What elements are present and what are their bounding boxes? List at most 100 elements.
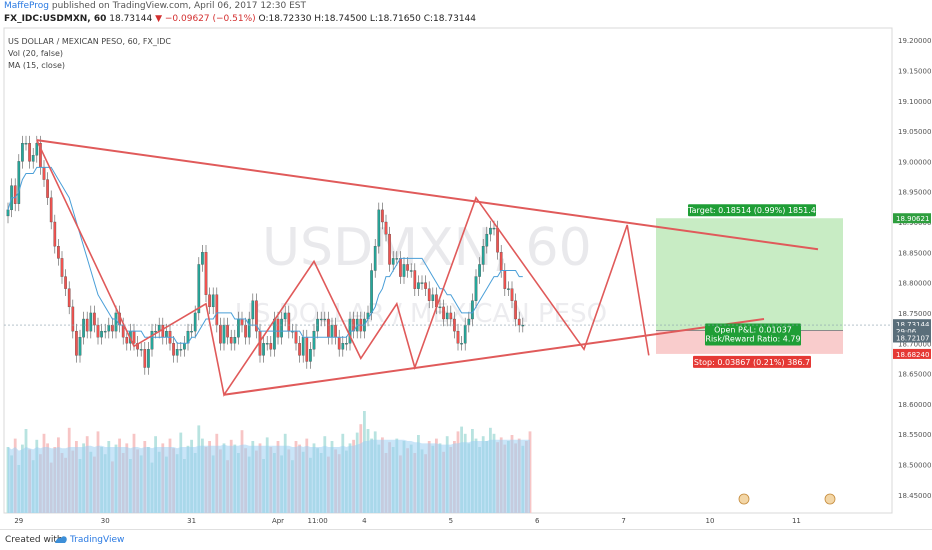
candle-body bbox=[71, 306, 75, 332]
price-marker bbox=[893, 332, 931, 343]
candle-body bbox=[445, 312, 449, 320]
candle-body bbox=[172, 343, 175, 356]
price-tick: 18.55000 bbox=[898, 431, 931, 439]
candle-body bbox=[485, 233, 489, 247]
price-marker-label: 18.90621 bbox=[896, 215, 929, 223]
time-tick: 11 bbox=[792, 517, 801, 525]
open-pl-label: Open P&L: 0.01037 bbox=[714, 325, 792, 334]
open-pl-box bbox=[705, 323, 801, 346]
price-tick: 18.45000 bbox=[898, 492, 931, 500]
candle-body bbox=[496, 227, 499, 253]
economic-event-icon[interactable] bbox=[824, 493, 836, 505]
candle-body bbox=[82, 318, 85, 338]
candle-body bbox=[273, 318, 276, 350]
target-label: Target: 0.18514 (0.99%) 1851.4 bbox=[687, 206, 816, 215]
chart-canvas[interactable]: USDMXN, 60 US DOLLAR / MEXICAN PESO Target… bbox=[0, 0, 932, 529]
candle-body bbox=[442, 306, 445, 320]
candle-body bbox=[46, 179, 49, 198]
symbol-line: FX_IDC:USDMXN, 60 18.73144 ▼ −0.09627 (−… bbox=[4, 14, 476, 24]
candle-body bbox=[276, 318, 280, 338]
candle-body bbox=[438, 306, 442, 309]
price-marker bbox=[893, 213, 931, 224]
candle-body bbox=[233, 337, 237, 344]
candle-body bbox=[208, 294, 211, 308]
candle-body bbox=[103, 330, 107, 333]
symbol-label: FX_IDC:USDMXN, 60 bbox=[4, 14, 107, 24]
price-marker bbox=[893, 348, 931, 359]
time-tick: 30 bbox=[101, 517, 110, 525]
candle-body bbox=[53, 221, 57, 247]
candle-body bbox=[424, 282, 427, 289]
price-marker-label: 18.68240 bbox=[896, 351, 929, 359]
candle-body bbox=[193, 312, 197, 332]
price-tick: 18.70000 bbox=[898, 340, 931, 348]
candle-body bbox=[28, 143, 31, 162]
time-tick: 7 bbox=[621, 517, 625, 525]
candle-body bbox=[204, 252, 208, 295]
price-tick: 18.95000 bbox=[898, 189, 931, 197]
candle-body bbox=[17, 161, 21, 204]
candle-body bbox=[463, 324, 467, 344]
economic-event-icon[interactable] bbox=[738, 493, 750, 505]
zigzag-pattern-line[interactable] bbox=[36, 139, 650, 397]
candle-body bbox=[111, 324, 114, 332]
candle-body bbox=[427, 288, 431, 301]
price-tick: 18.85000 bbox=[898, 249, 931, 257]
candle-body bbox=[327, 318, 330, 338]
price-tick: 19.15000 bbox=[898, 67, 931, 75]
price-tick: 18.65000 bbox=[898, 371, 931, 379]
watermark-name: US DOLLAR / MEXICAN PESO bbox=[235, 299, 607, 329]
candle-body bbox=[100, 330, 103, 338]
candle-body bbox=[251, 300, 255, 320]
candle-body bbox=[409, 270, 413, 272]
candle-body bbox=[507, 288, 510, 290]
candle-body bbox=[31, 155, 35, 162]
price-marker-label: 29:06 bbox=[896, 328, 917, 336]
candle-body bbox=[492, 227, 496, 230]
candle-body bbox=[190, 330, 193, 333]
candle-body bbox=[345, 343, 348, 345]
tradingview-brand[interactable]: TradingView bbox=[70, 535, 125, 545]
price-tick: 18.50000 bbox=[898, 462, 931, 470]
candle-body bbox=[417, 282, 420, 289]
candle-body bbox=[183, 343, 186, 350]
candle-body bbox=[312, 330, 316, 350]
candle-body bbox=[125, 337, 129, 344]
candle-body bbox=[319, 318, 323, 321]
candle-body bbox=[42, 167, 46, 180]
candle-body bbox=[13, 185, 17, 204]
time-tick: 6 bbox=[535, 517, 540, 525]
footer-bar: Created with TradingView bbox=[0, 529, 932, 550]
candle-body bbox=[21, 143, 24, 162]
price-tick: 18.75000 bbox=[898, 310, 931, 318]
candle-body bbox=[395, 258, 399, 260]
candle-body bbox=[413, 270, 417, 289]
candle-body bbox=[294, 330, 298, 344]
candle-body bbox=[197, 264, 201, 314]
candle-body bbox=[265, 343, 269, 345]
watermark-symbol: USDMXN, 60 bbox=[262, 218, 592, 278]
target-label-box bbox=[688, 204, 816, 217]
legend-ma: MA (15, close) bbox=[8, 61, 66, 70]
candle-body bbox=[6, 209, 10, 217]
upper-trendline[interactable] bbox=[36, 139, 819, 251]
candle-body bbox=[78, 337, 82, 356]
target-zone[interactable] bbox=[656, 218, 843, 331]
candle-body bbox=[255, 300, 258, 332]
candle-body bbox=[175, 349, 179, 356]
time-tick: 4 bbox=[362, 517, 367, 525]
candle-body bbox=[384, 221, 388, 235]
price-tick: 19.10000 bbox=[898, 98, 931, 106]
candle-body bbox=[67, 288, 71, 308]
candle-body bbox=[244, 324, 247, 338]
price-tick: 19.00000 bbox=[898, 158, 931, 166]
candle-body bbox=[211, 294, 215, 308]
time-tick: 29 bbox=[14, 517, 23, 525]
candle-body bbox=[226, 324, 229, 338]
candle-body bbox=[334, 324, 337, 338]
lower-trendline[interactable] bbox=[223, 318, 765, 396]
publish-info: published on TradingView.com, April 06, … bbox=[51, 1, 307, 11]
candle-body bbox=[517, 318, 521, 326]
author-link[interactable]: MaffeProg bbox=[4, 1, 50, 11]
